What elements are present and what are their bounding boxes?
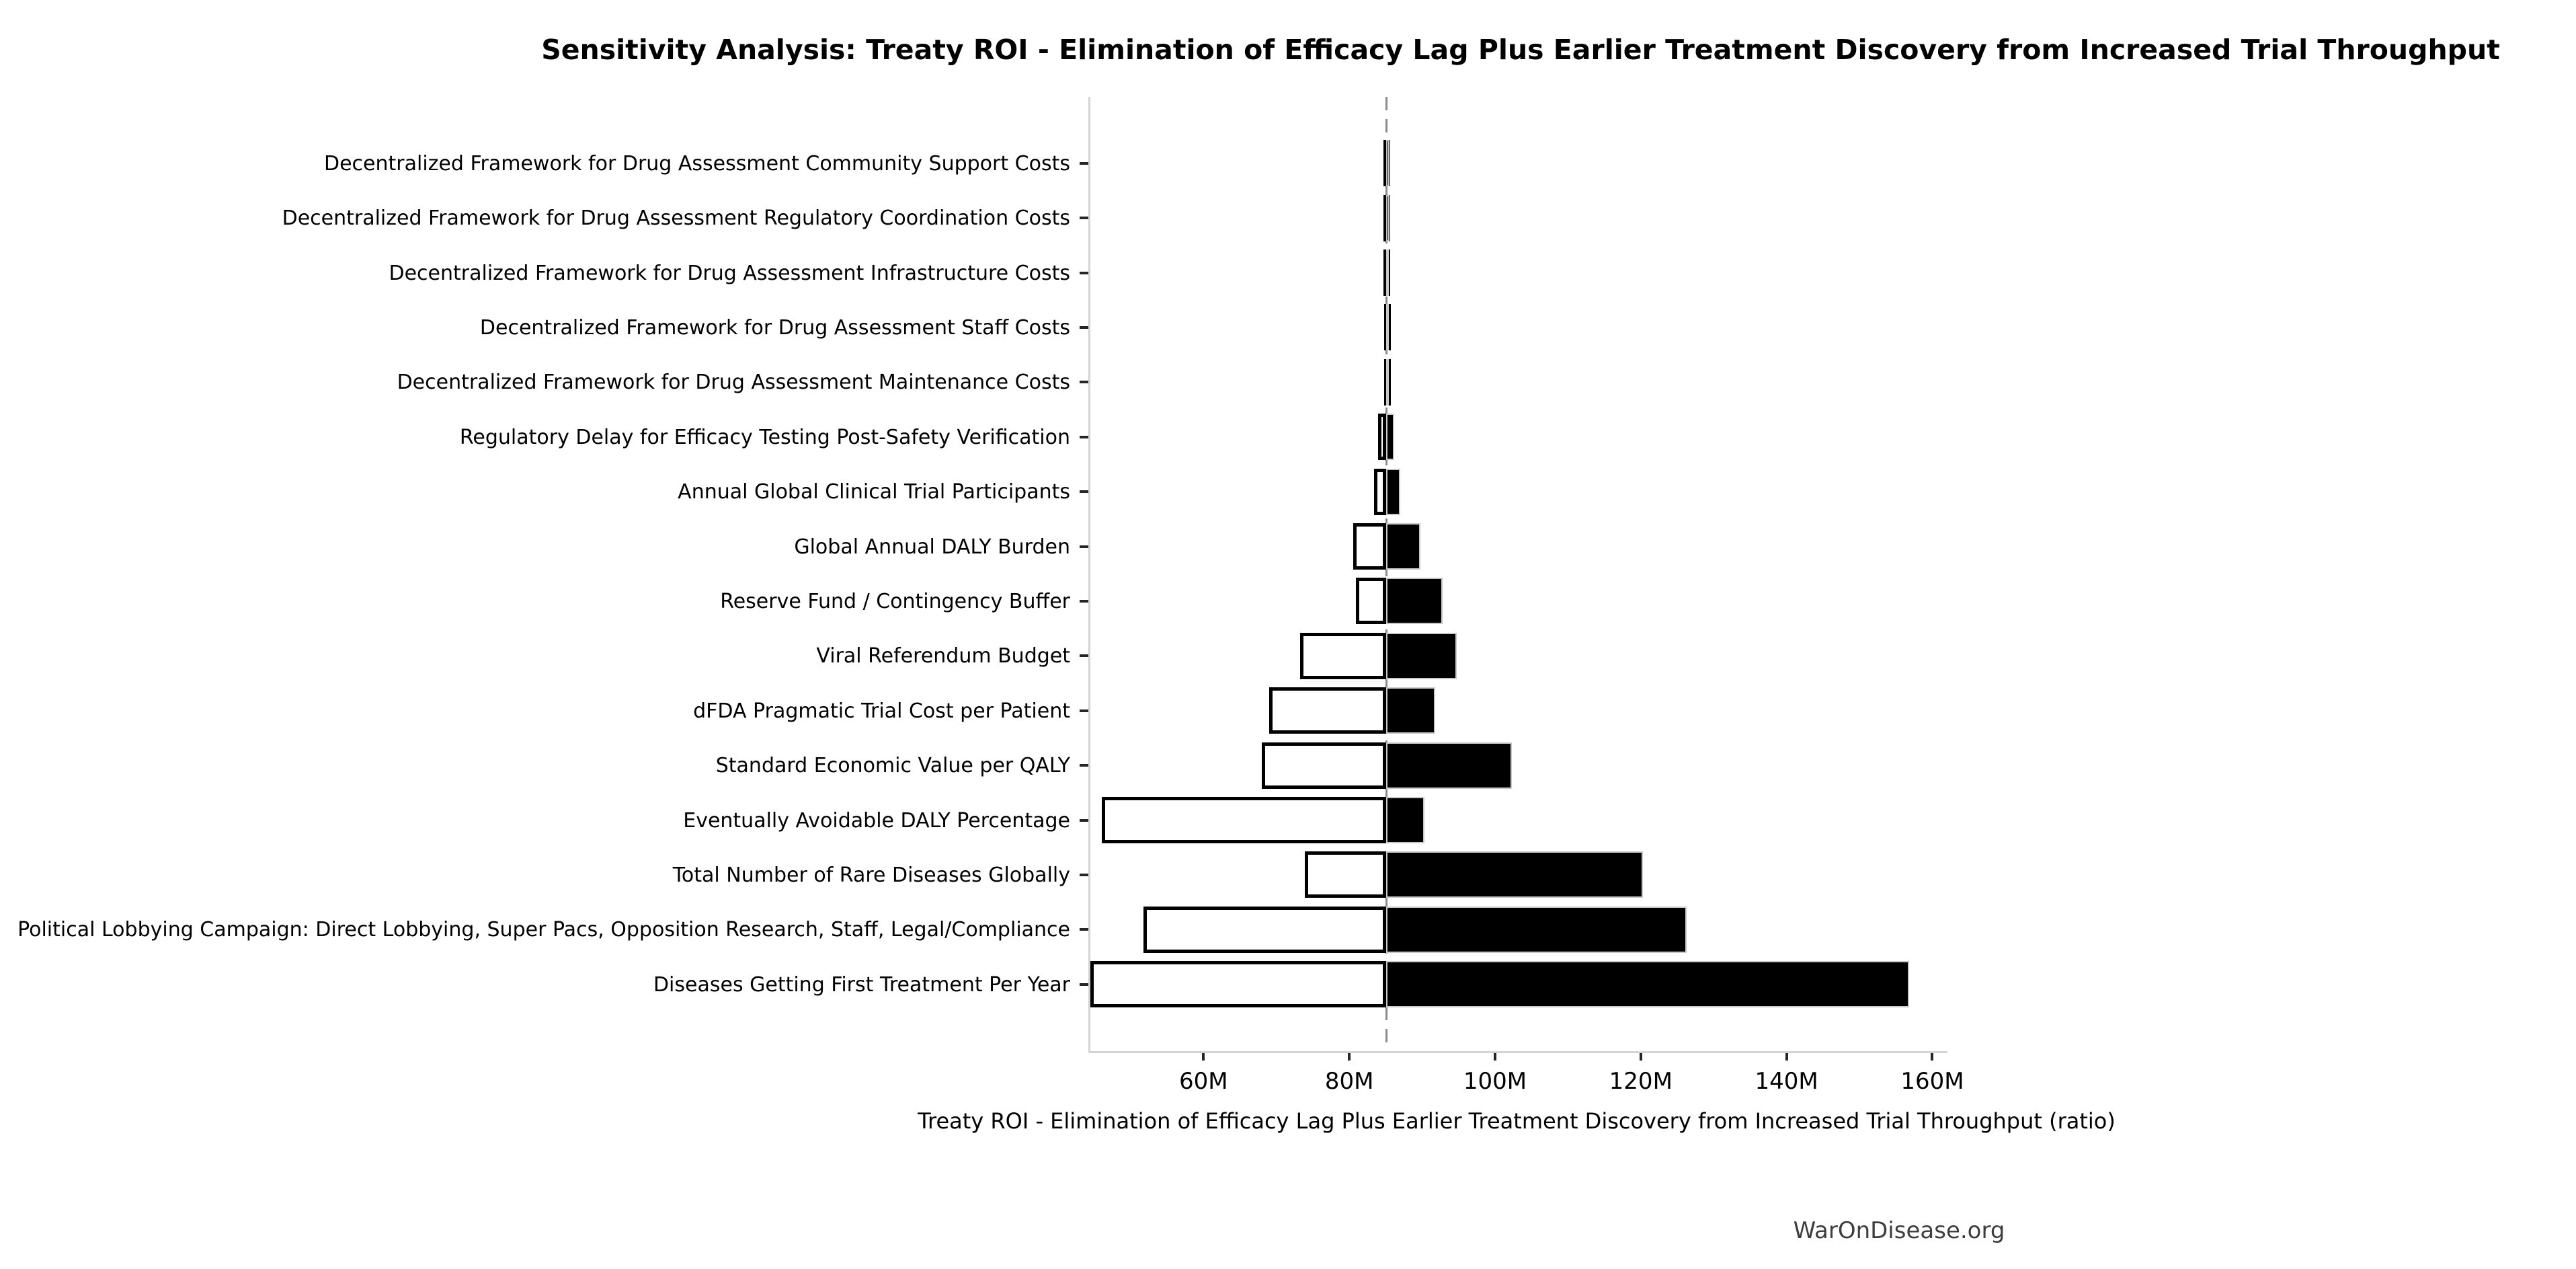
y-tick xyxy=(1080,654,1088,658)
y-tick xyxy=(1080,381,1088,384)
high-bar xyxy=(1386,578,1443,625)
y-tick xyxy=(1080,161,1088,165)
y-axis-category-label: Diseases Getting First Treatment Per Yea… xyxy=(653,972,1070,997)
low-bar xyxy=(1378,414,1387,461)
y-tick xyxy=(1080,709,1088,712)
y-tick xyxy=(1080,818,1088,822)
high-bar xyxy=(1386,632,1457,679)
y-axis-category-label: Reserve Fund / Contingency Buffer xyxy=(720,589,1070,613)
x-tick-label: 80M xyxy=(1324,1068,1374,1095)
y-axis-category-label: Political Lobbying Campaign: Direct Lobb… xyxy=(17,918,1070,942)
y-axis-category-label: Global Annual DALY Burden xyxy=(794,535,1070,559)
x-tick-label: 140M xyxy=(1755,1068,1818,1095)
low-bar xyxy=(1355,578,1387,625)
high-bar xyxy=(1386,249,1390,296)
y-tick xyxy=(1080,983,1088,986)
y-tick xyxy=(1080,490,1088,494)
low-bar xyxy=(1353,523,1387,570)
y-axis-category-label: dFDA Pragmatic Trial Cost per Patient xyxy=(693,699,1070,723)
y-tick xyxy=(1080,545,1088,548)
x-tick xyxy=(1202,1053,1205,1061)
y-axis-category-label: Eventually Avoidable DALY Percentage xyxy=(683,808,1070,833)
baseline-dashed-line xyxy=(1385,97,1387,1051)
high-bar xyxy=(1386,358,1390,406)
plot-area xyxy=(1088,97,1947,1053)
low-bar xyxy=(1090,961,1387,1008)
high-bar xyxy=(1386,304,1390,351)
high-bar xyxy=(1386,414,1395,461)
high-bar xyxy=(1386,797,1424,843)
high-bar xyxy=(1386,194,1390,241)
low-bar xyxy=(1102,797,1387,843)
y-axis-category-label: Standard Economic Value per QALY xyxy=(715,754,1070,778)
y-tick xyxy=(1080,928,1088,931)
x-tick-label: 160M xyxy=(1900,1068,1964,1095)
x-tick xyxy=(1493,1053,1496,1061)
low-bar xyxy=(1373,468,1387,515)
y-axis-category-label: Decentralized Framework for Drug Assessm… xyxy=(389,261,1070,285)
x-axis-label: Treaty ROI - Elimination of Efficacy Lag… xyxy=(918,1108,2116,1134)
y-axis-category-label: Decentralized Framework for Drug Assessm… xyxy=(397,371,1070,395)
y-axis-category-label: Decentralized Framework for Drug Assessm… xyxy=(324,151,1070,176)
y-tick xyxy=(1080,271,1088,274)
chart-title: Sensitivity Analysis: Treaty ROI - Elimi… xyxy=(541,34,2500,66)
low-bar xyxy=(1143,906,1387,953)
high-bar xyxy=(1386,742,1512,789)
high-bar xyxy=(1386,687,1435,734)
y-tick xyxy=(1080,599,1088,603)
high-bar xyxy=(1386,468,1400,515)
y-tick xyxy=(1080,873,1088,876)
x-tick-label: 60M xyxy=(1178,1068,1228,1095)
low-bar xyxy=(1269,687,1387,734)
low-bar xyxy=(1261,742,1387,789)
low-bar xyxy=(1300,632,1387,679)
y-tick xyxy=(1080,764,1088,767)
y-axis-category-label: Annual Global Clinical Trial Participant… xyxy=(678,480,1070,504)
x-tick xyxy=(1785,1053,1788,1061)
x-tick xyxy=(1931,1053,1934,1061)
x-tick xyxy=(1639,1053,1642,1061)
high-bar xyxy=(1386,906,1687,953)
high-bar xyxy=(1386,523,1421,570)
y-axis-category-label: Decentralized Framework for Drug Assessm… xyxy=(282,206,1070,231)
y-axis-category-label: Regulatory Delay for Efficacy Testing Po… xyxy=(459,425,1070,449)
x-tick-label: 120M xyxy=(1609,1068,1673,1095)
watermark: WarOnDisease.org xyxy=(1793,1217,2005,1244)
high-bar xyxy=(1386,140,1390,187)
y-tick xyxy=(1080,217,1088,220)
x-tick-label: 100M xyxy=(1463,1068,1527,1095)
y-tick xyxy=(1080,435,1088,438)
high-bar xyxy=(1386,961,1909,1008)
y-axis-category-label: Decentralized Framework for Drug Assessm… xyxy=(479,315,1070,340)
y-tick xyxy=(1080,325,1088,329)
low-bar xyxy=(1304,851,1387,898)
high-bar xyxy=(1386,851,1643,898)
x-tick xyxy=(1348,1053,1351,1061)
y-axis-category-label: Total Number of Rare Diseases Globally xyxy=(672,863,1070,887)
y-axis-category-label: Viral Referendum Budget xyxy=(816,644,1070,668)
